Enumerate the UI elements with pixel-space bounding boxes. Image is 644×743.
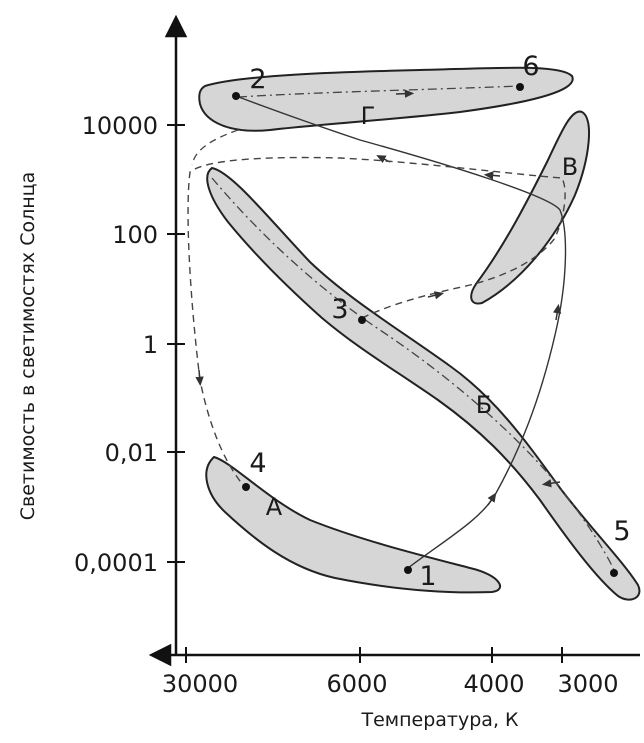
region-g-label: Г	[361, 102, 376, 130]
track-5-arrow	[541, 479, 561, 488]
track-3-arrow-b	[483, 171, 501, 180]
point-5-dot	[610, 569, 618, 577]
region-v-label: В	[562, 153, 578, 181]
track-2-6-dashdot	[237, 85, 521, 98]
x-tick-label: 4000	[463, 670, 524, 698]
track-2-6-arrow	[395, 89, 415, 98]
x-tick-label: 30000	[162, 670, 238, 698]
point-1-label: 1	[419, 561, 436, 592]
point-6-label: 6	[522, 51, 539, 82]
y-tick-label: 0,01	[105, 439, 158, 467]
region-main-sequence-b	[206, 166, 641, 601]
y-tick-label: 1	[143, 331, 158, 359]
track-main-sequence-dashdot	[211, 177, 617, 575]
region-a-label: А	[266, 493, 283, 521]
track-g-dashed	[191, 129, 239, 166]
track-3-arrow-a	[427, 291, 445, 300]
track-1-arrow-a	[487, 492, 497, 506]
point-1-dot	[404, 566, 412, 574]
point-3-dot	[358, 316, 366, 324]
x-tick-label: 6000	[326, 670, 387, 698]
point-6-dot	[516, 83, 524, 91]
x-tick-label: 3000	[557, 670, 618, 698]
y-tick-label: 10000	[82, 112, 158, 140]
region-giants-g	[198, 66, 574, 132]
x-axis-title: Температура, К	[360, 709, 519, 731]
region-white-dwarfs-a	[205, 455, 501, 594]
point-2-dot	[232, 92, 240, 100]
track-1-arrow-b	[552, 303, 562, 321]
track-3-dashed	[187, 156, 566, 487]
region-b-label: Б	[476, 391, 492, 419]
track-3-arrow-c	[195, 369, 204, 387]
point-3-label: 3	[331, 294, 348, 325]
y-tick-label: 0,0001	[74, 549, 158, 577]
y-tick-label: 100	[112, 221, 158, 249]
point-4-dot	[242, 483, 250, 491]
region-red-giants-v	[470, 110, 591, 305]
y-axis-title: Светимость в светимостях Солнца	[17, 172, 39, 521]
point-2-label: 2	[249, 64, 266, 95]
point-4-label: 4	[249, 448, 266, 479]
point-5-label: 5	[613, 516, 630, 547]
